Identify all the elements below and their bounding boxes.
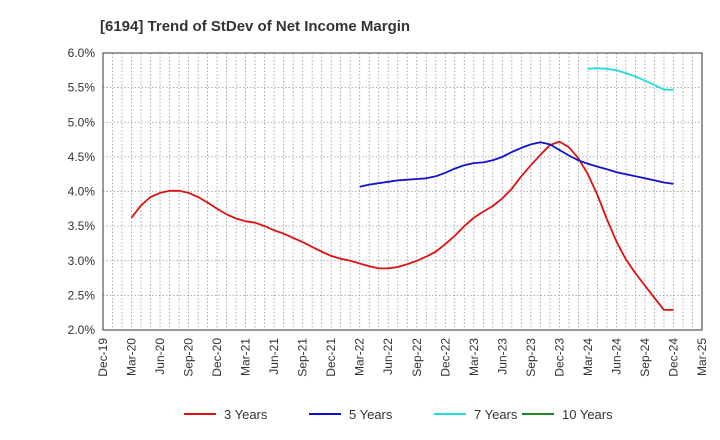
x-tick-label: Jun-20	[153, 338, 167, 375]
x-tick-label: Jun-23	[495, 338, 509, 375]
y-tick-label: 2.5%	[68, 288, 96, 302]
y-tick-label: 4.0%	[68, 185, 96, 199]
plot-background	[103, 53, 702, 330]
legend-item: 3 Years	[184, 407, 268, 422]
y-tick-label: 5.5%	[68, 81, 96, 95]
legend-item: 7 Years	[434, 407, 518, 422]
x-tick-label: Sep-20	[182, 338, 196, 377]
x-tick-label: Sep-21	[296, 338, 310, 377]
y-tick-label: 4.5%	[68, 150, 96, 164]
x-tick-label: Dec-24	[666, 338, 680, 377]
x-tick-label: Jun-22	[381, 338, 395, 375]
legend-label: 7 Years	[474, 407, 518, 422]
x-tick-label: Jun-24	[609, 338, 623, 375]
x-tick-label: Dec-21	[324, 338, 338, 377]
y-tick-label: 3.5%	[68, 219, 96, 233]
series-line-5-years	[359, 141, 674, 188]
x-tick-label: Mar-24	[581, 338, 595, 376]
x-tick-label: Mar-22	[353, 338, 367, 376]
series-line-3-years	[130, 140, 674, 311]
legend-label: 3 Years	[224, 407, 268, 422]
chart-title: [6194] Trend of StDev of Net Income Marg…	[100, 18, 410, 35]
plot-area: 2.0% 2.5% 3.0% 3.5% 4.0% 4.5% 5.0% 5.5% 6.0% Dec-…	[68, 46, 709, 377]
legend-item: 10 Years	[522, 407, 613, 422]
x-tick-label: Mar-20	[125, 338, 139, 376]
y-tick-label: 5.0%	[68, 115, 96, 129]
series-line-7-years	[587, 67, 674, 91]
x-tick-label: Sep-24	[638, 338, 652, 377]
legend-label: 5 Years	[349, 407, 393, 422]
y-tick-label: 3.0%	[68, 254, 96, 268]
x-tick-label: Mar-25	[695, 338, 709, 376]
x-tick-label: Jun-21	[267, 338, 281, 375]
plot-border	[102, 52, 703, 331]
x-tick-label: Dec-20	[210, 338, 224, 377]
legend-item: 5 Years	[309, 407, 393, 422]
x-tick-label: Dec-19	[96, 338, 110, 377]
legend-label: 10 Years	[562, 407, 613, 422]
x-tick-label: Dec-23	[552, 338, 566, 377]
legend: 3 Years 5 Years 7 Years 10 Years	[184, 407, 613, 422]
x-tick-label: Mar-21	[239, 338, 253, 376]
y-tick-label: 6.0%	[68, 46, 96, 60]
x-tick-label: Sep-22	[410, 338, 424, 377]
y-tick-label: 2.0%	[68, 323, 96, 337]
x-tick-label: Dec-22	[438, 338, 452, 377]
x-tick-label: Mar-23	[467, 338, 481, 376]
x-tick-label: Sep-23	[524, 338, 538, 377]
